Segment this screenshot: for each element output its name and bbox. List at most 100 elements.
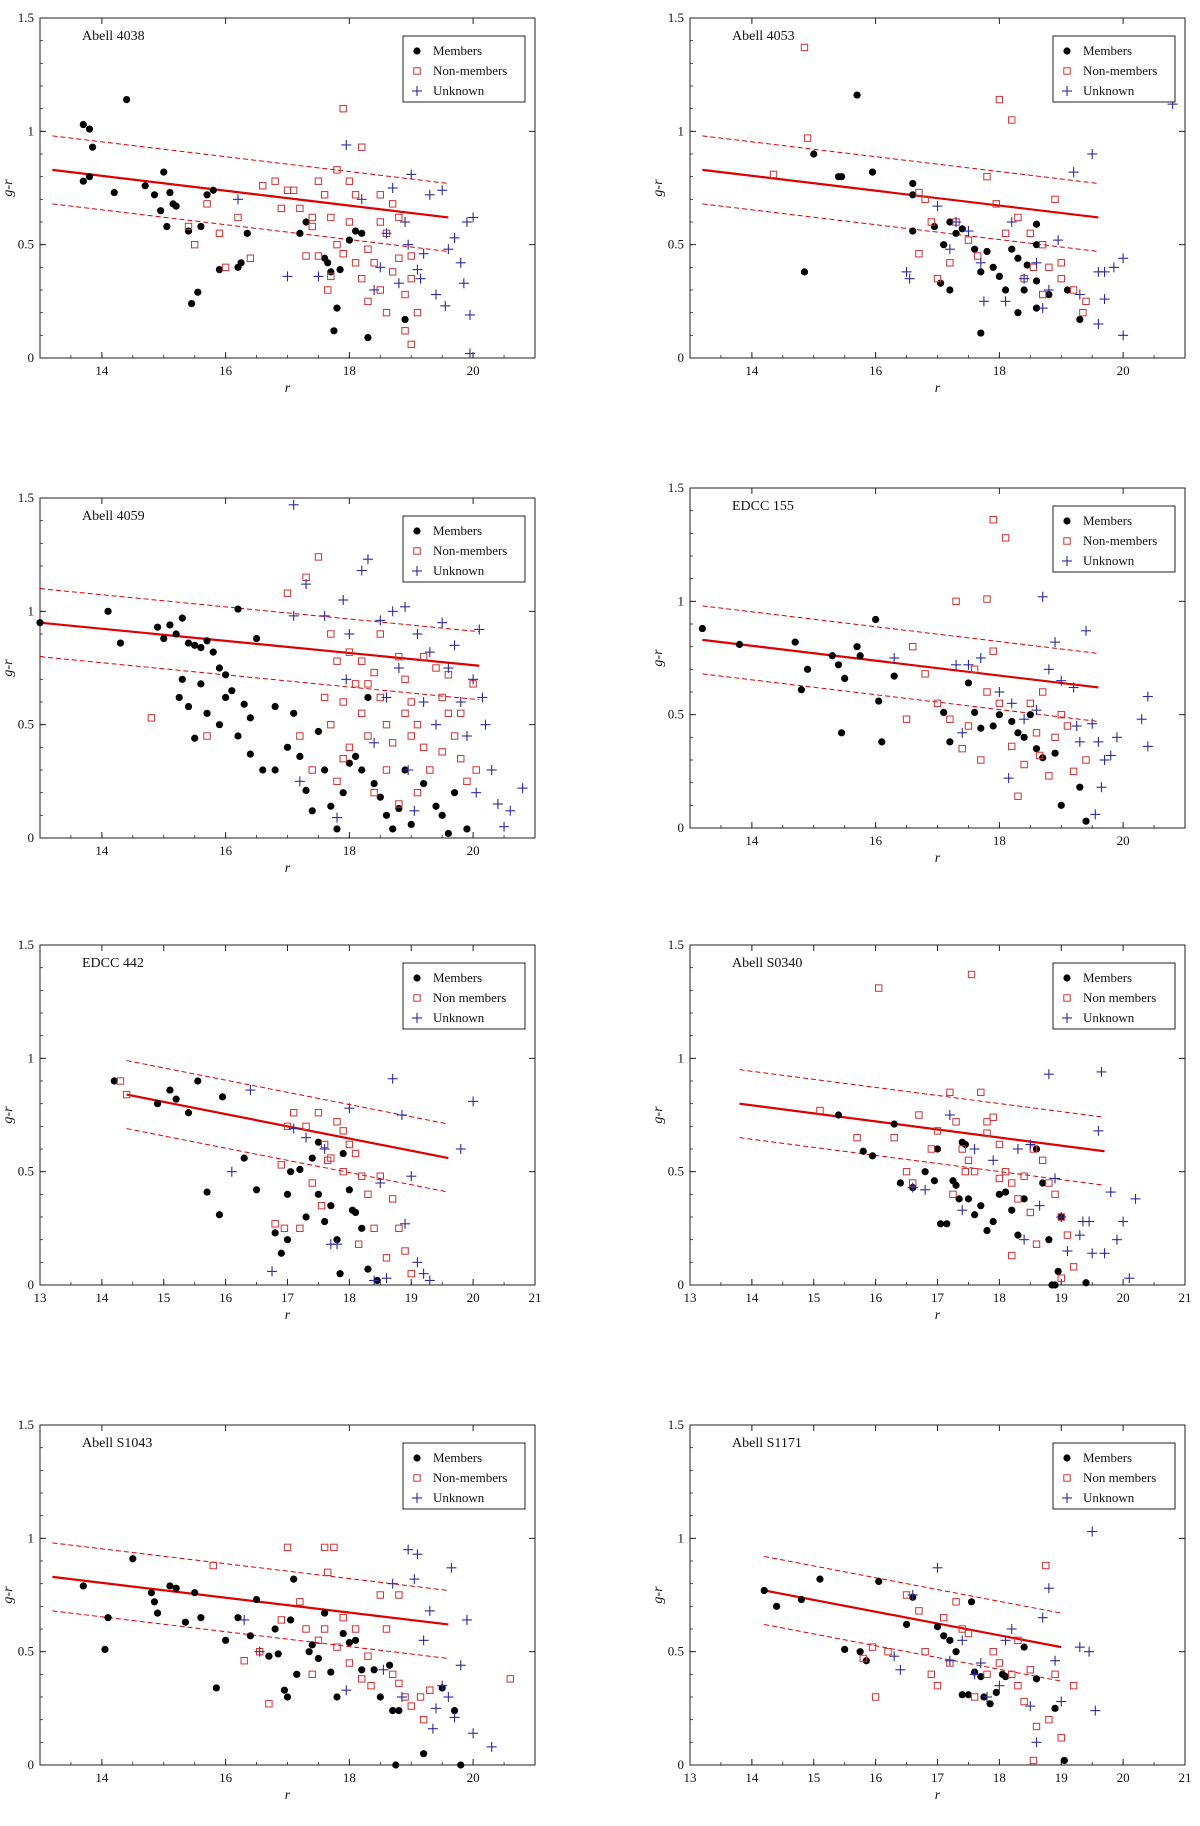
unknown-point [393,278,404,289]
nonmember-point [370,668,378,677]
unknown-point [975,1658,986,1668]
nonmember-point [358,143,366,151]
nonmember-point [958,744,966,753]
member-point [271,1229,279,1237]
x-tick-label: 20 [1117,1770,1130,1785]
member-point [197,680,205,688]
nonmember-point [277,1616,286,1624]
nonmember-point [1035,751,1044,760]
member-point [163,222,171,231]
nonmember-point [902,715,911,723]
y-tick-label: 0.5 [18,1164,34,1179]
unknown-point [1000,296,1011,307]
red-sequence-fit-line [39,621,480,667]
nonmember-point [995,1174,1004,1183]
nonmember-point [333,657,341,665]
nonmember-point [364,680,372,688]
member-point [868,168,877,176]
nonmember-point [339,1613,347,1622]
x-tick-label: 14 [95,363,109,378]
nonmember-point [358,1675,366,1683]
member-point [1026,711,1034,719]
member-point [735,640,744,648]
nonmember-point [289,186,298,194]
unknown-point [1031,257,1042,268]
unknown-point [1118,330,1129,341]
nonmember-point [1063,722,1072,730]
unknown-point [1019,714,1030,725]
member-point [351,227,360,235]
member-point [314,1190,323,1198]
x-axis-label: r [935,381,941,396]
member-point [215,721,224,729]
nonmember-point [320,693,329,702]
unknown-point [400,1218,411,1229]
panel-abell-4059: 14 16 18 20 0 0.5 1 1.5 r g-r Abell 4059 Members Non… [1,490,536,876]
member-point [1032,1675,1041,1683]
nonmember-point [308,213,316,222]
nonmember-point [871,1693,880,1701]
x-axis-label: r [935,1788,941,1803]
y-tick-label: 1 [28,603,35,618]
nonmember-point [977,1088,985,1097]
x-tick-label: 14 [745,1290,759,1305]
nonmember-point [419,743,428,752]
member-point [376,1693,384,1701]
nonmember-point [800,43,809,52]
unknown-point [393,663,404,673]
unknown-point [1105,1187,1116,1198]
member-point [191,734,199,742]
y-tick-label: 1.5 [668,1417,684,1432]
unknown-point [461,1614,472,1625]
member-point [1032,241,1041,249]
member-point [921,1168,929,1176]
nonmember-point [339,1167,347,1176]
member-point [104,607,112,615]
member-point [123,96,131,104]
unknown-point [1096,1066,1107,1077]
member-point [890,1120,898,1128]
y-tick-label: 1 [678,1050,685,1065]
member-point [420,780,428,788]
nonmember-point [364,245,372,253]
unknown-point [944,244,955,255]
nonmember-point [333,777,341,786]
x-tick-label: 15 [157,1290,170,1305]
nonmember-point [259,182,267,190]
x-tick-label: 14 [745,363,759,378]
nonmember-point [1051,195,1059,204]
x-tick-label: 19 [1055,1770,1068,1785]
unknown-point [1074,1230,1085,1241]
unknown-point [455,697,466,707]
member-point [385,1661,394,1669]
unknown-point [233,194,243,205]
nonmember-point [1063,1231,1072,1239]
nonmember-point [1057,710,1065,719]
member-point [215,266,224,274]
nonmember-point [1051,1670,1059,1679]
x-tick-label: 17 [281,1290,295,1305]
nonmember-point [327,272,335,281]
member-point [222,1636,230,1644]
member-point [240,1154,248,1162]
member-point [321,1609,329,1617]
panel-title: Abell S1043 [82,1436,152,1451]
nonmember-point [302,1625,310,1633]
unknown-point [412,1549,423,1560]
unknown-point [403,765,414,775]
nonmember-point [277,1161,286,1169]
unknown-point [440,300,451,311]
member-point [1032,304,1041,312]
unknown-point [461,217,472,227]
x-tick-label: 18 [343,1770,356,1785]
member-point [166,1582,174,1590]
nonmember-point [909,642,917,651]
x-tick-label: 18 [993,833,1006,848]
nonmember-point [296,1598,304,1606]
member-point [995,1190,1003,1198]
unknown-point [951,217,962,227]
nonmember-point [1045,772,1053,780]
unknown-point [988,1155,999,1166]
unknown-point [474,624,485,635]
